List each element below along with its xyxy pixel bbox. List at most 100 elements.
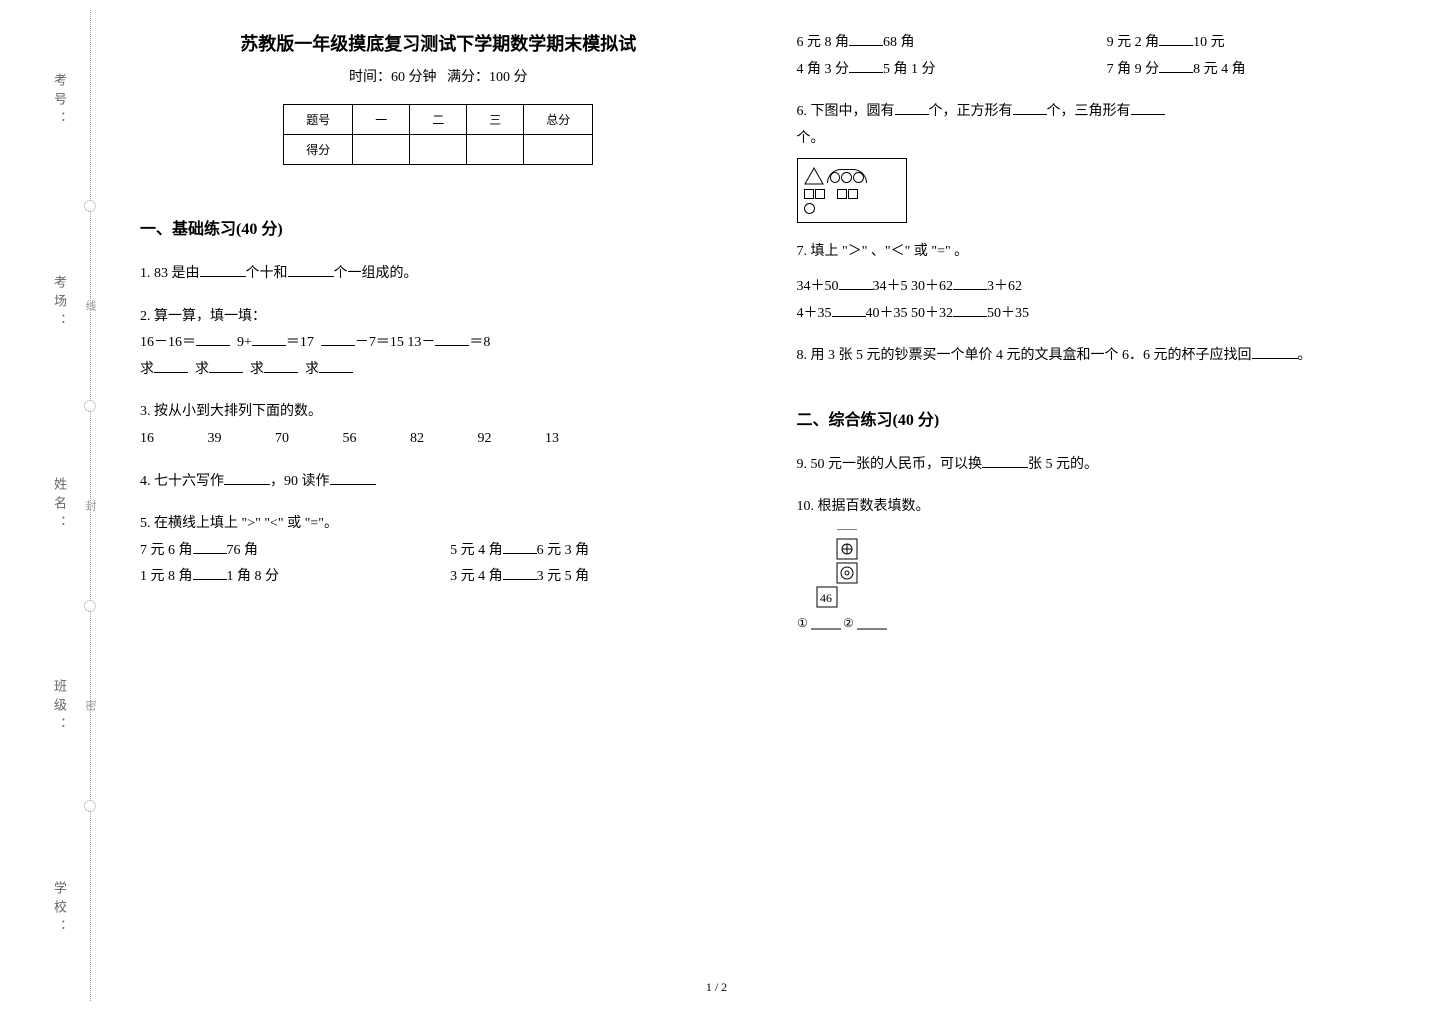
blank (839, 276, 873, 290)
q8-text: 8. 用 3 张 5 元的钞票买一个单价 4 元的文具盒和一个 6．6 元的杯子… (797, 348, 1252, 363)
circle-icon (804, 203, 815, 214)
pair: 6 元 3 角 (537, 543, 590, 558)
binding-circle (84, 200, 96, 212)
q3-nums: 16 39 70 56 82 92 13 (140, 426, 737, 453)
q5-row: 1 元 8 角1 角 8 分 3 元 4 角3 元 5 角 (140, 564, 737, 591)
blank (832, 303, 866, 317)
q4: 4. 七十六写作，90 读作 (140, 469, 737, 496)
content-columns: 苏教版一年级摸底复习测试下学期数学期末模拟试 时间：60 分钟 满分：100 分… (120, 0, 1433, 1011)
q7: 7. 填上 "＞" 、"＜" 或 "=" 。 34＋5034＋5 30＋623＋… (797, 239, 1394, 327)
section-2-head: 二、综合练习(40 分) (797, 406, 1394, 430)
shapes-box (797, 158, 907, 223)
blank (1131, 101, 1165, 115)
svg-text:①: ① (797, 616, 808, 630)
blank (953, 276, 987, 290)
binding-circle (84, 800, 96, 812)
circle-icon (830, 172, 841, 183)
pair: 4 角 3 分 (797, 62, 850, 77)
q2-c2: ＝8 (469, 335, 490, 350)
binding-circle (84, 400, 96, 412)
q7-head: 7. 填上 "＞" 、"＜" 或 "=" 。 (797, 239, 1394, 266)
q10-head: 10. 根据百数表填数。 (797, 494, 1394, 521)
pair: 8 元 4 角 (1193, 62, 1246, 77)
td (353, 135, 410, 165)
q8: 8. 用 3 张 5 元的钞票买一个单价 4 元的文具盒和一个 6．6 元的杯子… (797, 343, 1394, 370)
q7-row: 34＋5034＋5 30＋623＋62 (797, 274, 1394, 301)
expr: 3＋62 (987, 279, 1022, 294)
dash-label: 线 (82, 300, 98, 311)
dash-label: 封 (82, 500, 98, 511)
q9-b: 张 5 元的。 (1028, 457, 1098, 472)
q3: 3. 按从小到大排列下面的数。 16 39 70 56 82 92 13 (140, 399, 737, 452)
q4-a: 4. 七十六写作 (140, 474, 224, 489)
pair: 7 元 6 角 (140, 543, 193, 558)
blank (196, 332, 230, 346)
section-1-head: 一、基础练习(40 分) (140, 215, 737, 239)
pair: 68 角 (883, 35, 915, 50)
circle-icon (841, 172, 852, 183)
blank (224, 471, 270, 485)
expr: 40＋35 50＋32 (866, 306, 954, 321)
blank (154, 359, 188, 373)
pair: 76 角 (227, 543, 259, 558)
right-column: 6 元 8 角68 角 9 元 2 角10 元 4 角 3 分 5 角 1 分 7… (797, 30, 1394, 1001)
q9-a: 9. 50 元一张的人民币，可以换 (797, 457, 983, 472)
blank (953, 303, 987, 317)
blank (895, 101, 929, 115)
td (467, 135, 524, 165)
square-icon (837, 189, 847, 199)
grid-svg: 46 ① ② (797, 529, 887, 639)
q3-head: 3. 按从小到大排列下面的数。 (140, 399, 737, 426)
grid-cell-46: 46 (820, 591, 832, 605)
qiu: 求 (250, 362, 264, 377)
num: 39 (208, 426, 222, 453)
blank (330, 471, 376, 485)
dash-label: 密 (82, 700, 98, 711)
q10: 10. 根据百数表填数。 46 ① (797, 494, 1394, 639)
square-icon (815, 189, 825, 199)
expr: 50＋35 (987, 306, 1029, 321)
q6-b: 个，正方形有 (929, 104, 1013, 119)
q5-row: 7 元 6 角 76 角 5 元 4 角 6 元 3 角 (140, 538, 737, 565)
shape-row (804, 167, 900, 185)
blank (1252, 345, 1298, 359)
exam-subtitle: 时间：60 分钟 满分：100 分 (140, 66, 737, 86)
q5-row: 6 元 8 角68 角 9 元 2 角10 元 (797, 30, 1394, 57)
q6-d: 个。 (797, 131, 825, 146)
q5-row: 4 角 3 分 5 角 1 分 7 角 9 分 8 元 4 角 (797, 57, 1394, 84)
full-marks-text: 满分：100 分 (447, 70, 528, 85)
table-row: 题号 一 二 三 总分 (284, 105, 593, 135)
num: 70 (275, 426, 289, 453)
num: 13 (545, 426, 559, 453)
binding-label-room: 考场： (50, 275, 69, 332)
triangle-icon (804, 167, 824, 185)
time-text: 时间：60 分钟 (349, 70, 437, 85)
q2-c: －7＝15 13－ (355, 335, 436, 350)
page-number: 1 / 2 (706, 980, 727, 995)
th: 题号 (284, 105, 353, 135)
q2-head: 2. 算一算，填一填： (140, 304, 737, 331)
q6: 6. 下图中，圆有个，正方形有个，三角形有 个。 (797, 99, 1394, 223)
pair: 7 角 9 分 (1107, 62, 1160, 77)
blank (849, 32, 883, 46)
square-group (837, 189, 858, 199)
blank (503, 566, 537, 580)
pair: 5 元 4 角 (450, 543, 503, 558)
th: 三 (467, 105, 524, 135)
blank (1013, 101, 1047, 115)
pair: 10 元 (1193, 35, 1225, 50)
pair: 1 角 8 分 (227, 569, 280, 584)
blank (252, 332, 286, 346)
blank (1159, 59, 1193, 73)
th: 一 (353, 105, 410, 135)
square-icon (804, 189, 814, 199)
q2: 2. 算一算，填一填： 16－16＝ 9+＝17 －7＝15 13－＝8 求 求… (140, 304, 737, 384)
square-group (804, 189, 825, 199)
q6-c: 个，三角形有 (1047, 104, 1131, 119)
score-table: 题号 一 二 三 总分 得分 (283, 104, 593, 165)
blank (319, 359, 353, 373)
q1: 1. 83 是由个十和个一组成的。 (140, 261, 737, 288)
svg-text:②: ② (843, 616, 854, 630)
pair: 5 角 1 分 (883, 62, 936, 77)
num: 82 (410, 426, 424, 453)
